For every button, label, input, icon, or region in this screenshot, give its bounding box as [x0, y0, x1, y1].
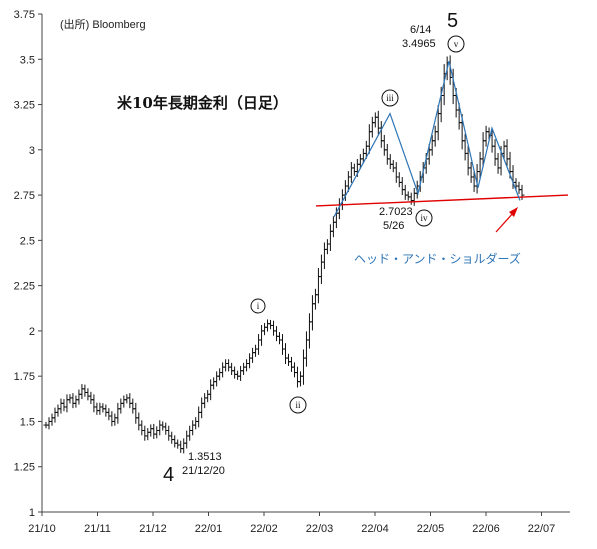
- y-tick-label: 1.75: [14, 371, 35, 383]
- x-tick-label: 22/03: [306, 523, 334, 535]
- x-tick-label: 22/02: [250, 523, 278, 535]
- arrow-shaft: [495, 211, 515, 233]
- pattern-label: ヘッド・アンド・ショルダーズ: [354, 251, 521, 266]
- y-tick-label: 3.25: [14, 100, 35, 112]
- x-tick-label: 21/10: [28, 523, 56, 535]
- y-tick-label: 2.5: [20, 235, 35, 247]
- wave-line: [333, 60, 521, 218]
- wave-iii-label: iii: [386, 93, 394, 103]
- wave-iii-marker: iii: [381, 89, 399, 107]
- wave-ii-label: ii: [295, 400, 301, 410]
- source-label: (出所) Bloomberg: [60, 17, 146, 31]
- y-tick-label: 3: [29, 145, 35, 157]
- wave-iv-label: iv: [420, 213, 428, 223]
- y-axis: 1 1.25 1.5 1.75 2 2.25 2.5 2.75 3 3.25 3.5 3.75: [14, 9, 43, 519]
- overlay: [315, 60, 569, 233]
- y-tick-label: 3.75: [14, 9, 35, 21]
- y-tick-label: 1: [29, 507, 35, 519]
- wave-5-date: 6/14: [410, 24, 431, 36]
- x-tick-label: 22/06: [472, 523, 500, 535]
- x-tick-label: 22/05: [417, 523, 445, 535]
- y-tick-label: 2.75: [14, 190, 35, 202]
- y-tick-label: 3.5: [20, 54, 35, 66]
- wave-v-label: v: [454, 39, 459, 49]
- wave-v-marker: v: [447, 35, 465, 53]
- x-tick-label: 22/04: [361, 523, 389, 535]
- wave-iv-date: 5/26: [383, 220, 404, 232]
- chart-title: 米10年長期金利（日足）: [117, 94, 288, 112]
- x-tick-label: 21/12: [139, 523, 167, 535]
- wave-5-value: 3.4965: [402, 38, 436, 50]
- arrow-head: [509, 207, 518, 217]
- wave-5-label: 5: [447, 10, 458, 32]
- neckline: [315, 194, 569, 207]
- y-tick-label: 1.5: [20, 416, 35, 428]
- x-tick-label: 22/01: [195, 523, 223, 535]
- wave-iv-value: 2.7023: [379, 206, 413, 218]
- x-tick-label: 22/07: [528, 523, 556, 535]
- wave-4-date: 21/12/20: [182, 465, 225, 477]
- y-tick-label: 2.25: [14, 281, 35, 293]
- wave-i-marker: i: [250, 298, 266, 314]
- price-bars: [43, 55, 525, 454]
- wave-iv-marker: iv: [415, 209, 433, 227]
- wave-ii-marker: ii: [289, 396, 307, 414]
- x-axis: 21/10 21/11 21/12 22/01 22/02 22/03 22/04 22/05…: [28, 511, 570, 535]
- x-tick-label: 21/11: [84, 523, 111, 535]
- wave-i-label: i: [257, 301, 260, 311]
- y-tick-label: 1.25: [14, 462, 35, 474]
- wave-4-label: 4: [163, 464, 174, 486]
- wave-4-value: 1.3513: [188, 451, 222, 463]
- y-tick-label: 2: [29, 326, 35, 338]
